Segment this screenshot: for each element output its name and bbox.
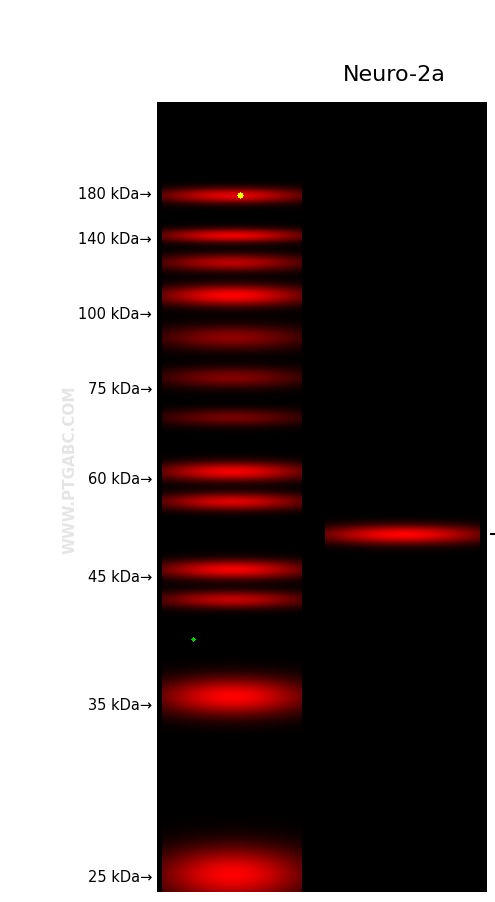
Text: 75 kDa→: 75 kDa→ [88, 382, 152, 397]
Text: 140 kDa→: 140 kDa→ [78, 232, 152, 247]
Text: 35 kDa→: 35 kDa→ [88, 698, 152, 713]
Text: 60 kDa→: 60 kDa→ [88, 472, 152, 487]
Text: 100 kDa→: 100 kDa→ [78, 308, 152, 322]
Text: Neuro-2a: Neuro-2a [343, 65, 446, 85]
Text: 180 kDa→: 180 kDa→ [78, 188, 152, 202]
Text: 45 kDa→: 45 kDa→ [88, 570, 152, 584]
Text: WWW.PTGABC.COM: WWW.PTGABC.COM [62, 385, 78, 553]
Text: 25 kDa→: 25 kDa→ [88, 870, 152, 885]
